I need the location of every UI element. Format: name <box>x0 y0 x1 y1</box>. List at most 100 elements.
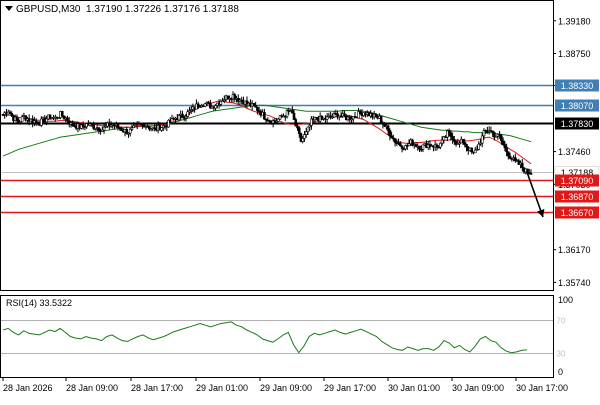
candle-body <box>146 125 149 128</box>
candle-body <box>508 155 512 159</box>
candle-body <box>493 132 496 138</box>
candle-body <box>109 124 113 127</box>
candle-body <box>374 113 378 117</box>
candle-body <box>447 130 451 134</box>
candle-body <box>320 115 324 120</box>
candle-body <box>437 146 440 149</box>
current-price-label: 1.37188 <box>561 168 594 178</box>
candle-body <box>418 145 421 150</box>
candle-body <box>90 123 94 126</box>
candle-body <box>505 147 508 153</box>
candle-body <box>107 122 111 127</box>
price-tick-label: 1.38750 <box>558 49 591 59</box>
level-label-box-5 <box>555 206 599 219</box>
candle-body <box>501 140 505 145</box>
time-tick-label: 30 Jan 01:00 <box>388 383 440 393</box>
candle-body <box>125 129 129 134</box>
rsi-panel <box>0 295 554 378</box>
candle-body <box>491 130 494 133</box>
candle-body <box>517 160 521 165</box>
forecast-arrow-head <box>536 209 545 217</box>
candle-body <box>446 130 449 138</box>
candle-body <box>223 99 226 102</box>
candle-body <box>264 118 268 121</box>
candle-body <box>308 125 311 128</box>
candle-body <box>357 111 360 119</box>
symbol-dropdown-icon[interactable] <box>5 6 13 11</box>
candle-body <box>440 139 444 144</box>
candle-body <box>419 148 423 151</box>
rsi-layer: 70 30 <box>1 317 566 359</box>
candle-body <box>470 147 474 153</box>
candle-body <box>451 136 454 140</box>
candle-body <box>399 143 402 147</box>
sma-slow-line <box>2 104 532 157</box>
candlestick-series <box>1 91 533 175</box>
candle-body <box>142 124 146 128</box>
candle-body <box>167 119 170 128</box>
candle-body <box>285 110 289 117</box>
time-tick-label: 30 Jan 09:00 <box>452 383 504 393</box>
candle-body <box>527 172 531 174</box>
candle-body <box>278 115 282 120</box>
candle-body <box>60 111 64 117</box>
price-tick-label: 1.35740 <box>558 278 591 288</box>
candle-body <box>306 126 310 132</box>
candle-body <box>514 157 517 161</box>
candle-body <box>439 142 442 148</box>
candle-body <box>290 110 294 114</box>
level-label-3: 1.37090 <box>561 176 594 186</box>
candle-body <box>484 130 487 132</box>
candle-body <box>263 111 266 120</box>
candle-body <box>292 112 296 120</box>
candle-body <box>421 144 425 150</box>
candle-body <box>40 118 43 126</box>
candle-body <box>240 99 244 102</box>
rsi-axis-label: 100 <box>558 295 573 305</box>
price-panel <box>0 0 554 291</box>
candle-body <box>331 116 334 119</box>
candle-body <box>36 121 40 125</box>
level-label-5: 1.36670 <box>561 208 594 218</box>
candle-body <box>520 162 524 168</box>
candle-body <box>407 143 411 147</box>
candle-body <box>442 136 446 141</box>
time-tick-label: 30 Jan 17:00 <box>516 383 568 393</box>
candle-body <box>301 138 305 142</box>
chart-quote: 1.37190 1.37226 1.37176 1.37188 <box>86 4 239 15</box>
time-axis: 28 Jan 2026 28 Jan 09:00 28 Jan 17:00 29 Ja… <box>2 377 568 393</box>
candle-body <box>480 135 484 144</box>
candle-body <box>500 135 503 142</box>
candle-body <box>458 142 461 145</box>
candle-body <box>404 145 407 150</box>
rsi-axis: 100 0 <box>558 295 573 377</box>
time-tick-label: 28 Jan 09:00 <box>66 383 118 393</box>
time-tick-label: 28 Jan 17:00 <box>131 383 183 393</box>
forecast-arrow-layer <box>526 171 545 218</box>
candle-body <box>294 119 298 127</box>
candle-body <box>386 125 390 131</box>
candle-body <box>303 134 306 139</box>
candle-body <box>148 126 151 130</box>
candle-body <box>57 117 61 119</box>
level-labels: 1.38330 1.38070 1.37830 1.37090 1.36870 1.366… <box>555 79 599 219</box>
candle-body <box>10 113 14 116</box>
candle-body <box>198 106 202 109</box>
candle-body <box>503 144 507 149</box>
rsi-line <box>2 321 528 354</box>
candle-body <box>411 139 414 146</box>
candle-body <box>184 116 188 119</box>
candle-body <box>358 111 362 114</box>
candle-body <box>393 138 397 143</box>
candle-body <box>189 109 193 111</box>
candle-body <box>66 117 69 122</box>
time-tick-label: 29 Jan 01:00 <box>196 383 248 393</box>
candle-body <box>475 149 479 151</box>
candle-body <box>297 127 301 134</box>
candle-body <box>461 139 465 143</box>
candle-body <box>196 103 200 108</box>
candle-body <box>34 120 38 123</box>
candle-body <box>101 129 104 132</box>
rsi-axis-label: 0 <box>558 367 563 377</box>
